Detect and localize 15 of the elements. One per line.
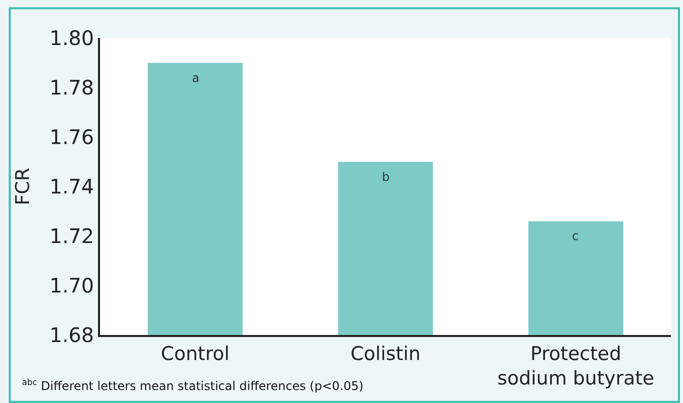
text: $^{abc}$ Different letters mean statistical differences (p<0.05) [22, 377, 364, 394]
y-tick-label: 1.80 [49, 26, 94, 50]
x-tick-label: Control [160, 342, 230, 365]
y-tick-label: 1.78 [49, 76, 94, 100]
x-tick-label: Protected sodium butyrate [497, 342, 654, 390]
annotation: b [382, 170, 390, 184]
x-tick-label: Colistin [350, 342, 421, 365]
y-tick-label: 1.70 [49, 274, 94, 298]
y-tick-label: 1.72 [49, 224, 94, 248]
annotation: c [572, 229, 579, 243]
y-axis-title: FCR [12, 168, 34, 206]
y-tick-label: 1.74 [49, 174, 94, 198]
y-tick-label: 1.68 [49, 323, 94, 347]
y-tick-label: 1.76 [49, 125, 94, 149]
annotation: a [192, 71, 200, 85]
